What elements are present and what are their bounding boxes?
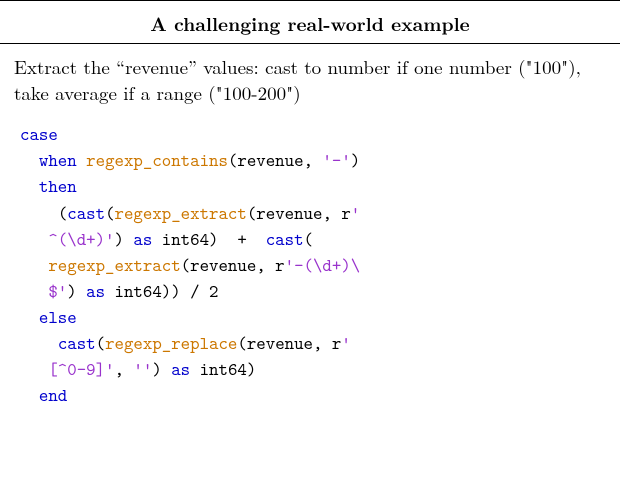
- code-keyword: as: [86, 279, 105, 303]
- code-string: '-': [322, 148, 350, 172]
- code-keyword: case: [20, 122, 58, 146]
- code-keyword: as: [171, 357, 190, 381]
- code-keyword: else: [39, 305, 77, 329]
- code-keyword: cast: [58, 331, 96, 355]
- document-container: A challenging real-world example Extract…: [0, 0, 620, 500]
- code-keyword: cast: [67, 201, 105, 225]
- code-keyword: when: [39, 148, 77, 172]
- example-description: Extract the “revenue” values: cast to nu…: [0, 44, 620, 121]
- code-keyword: as: [133, 227, 152, 251]
- code-keyword: end: [39, 383, 67, 407]
- code-function: regexp_contains: [86, 148, 228, 172]
- code-block: case when regexp_contains(revenue, '-') …: [0, 121, 620, 408]
- header-title: A challenging real-world example: [150, 9, 469, 37]
- code-keyword: then: [39, 174, 77, 198]
- example-header: A challenging real-world example: [0, 0, 620, 44]
- code-function: regexp_extract: [115, 201, 247, 225]
- code-string: '': [133, 357, 152, 381]
- code-keyword: cast: [266, 227, 304, 251]
- code-function: regexp_extract: [48, 253, 180, 277]
- description-text: Extract the “revenue” values: cast to nu…: [14, 53, 581, 106]
- code-function: regexp_replace: [105, 331, 237, 355]
